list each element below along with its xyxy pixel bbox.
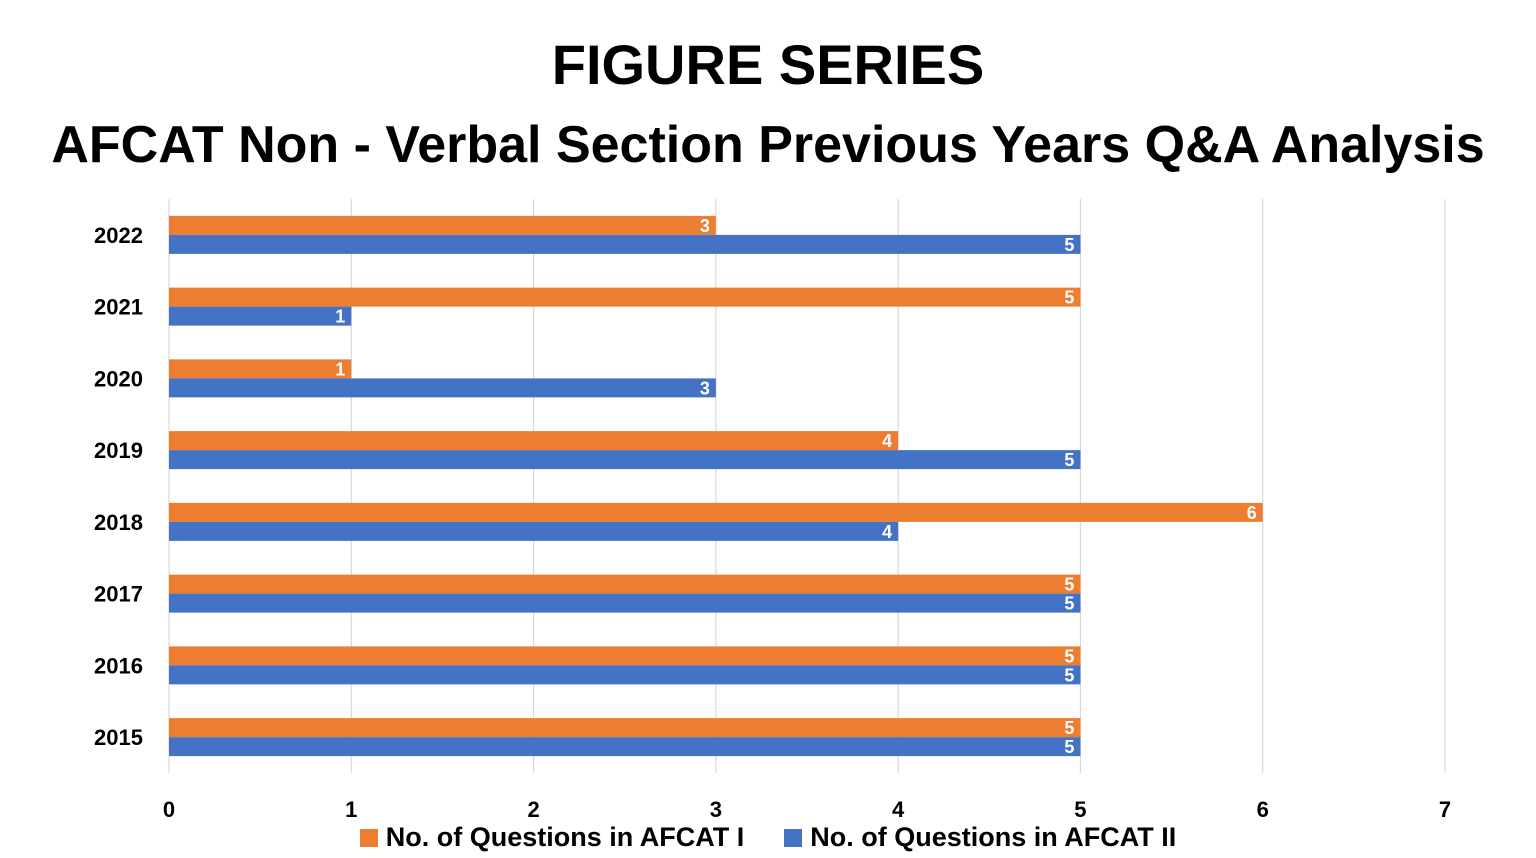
- legend-swatch-afcat-1: [359, 828, 378, 847]
- data-label-2015-series-2: 5: [1064, 737, 1074, 757]
- x-tick-0: 0: [163, 797, 175, 822]
- x-tick-2: 2: [527, 797, 539, 822]
- gridlines: [168, 199, 1446, 773]
- x-tick-4: 4: [892, 797, 905, 822]
- bar-2018-series-1: [169, 502, 1263, 522]
- category-label-2017: 2017: [94, 582, 143, 607]
- bar-2021-series-1: [169, 287, 1081, 307]
- x-tick-7: 7: [1439, 797, 1451, 822]
- legend-swatch-afcat-2: [784, 828, 803, 847]
- bar-2022-series-1: [169, 215, 716, 235]
- category-label-2021: 2021: [94, 295, 143, 320]
- x-tick-6: 6: [1257, 797, 1269, 822]
- tick-labels: 0 1 2 3 4 5 6 7: [163, 797, 1451, 822]
- bar-2017-series-2: [169, 593, 1081, 613]
- category-labels: 2022 2021 2020 2019 2018 2017 2016 2015: [94, 223, 143, 750]
- data-label-2015-series-1: 5: [1064, 718, 1074, 738]
- data-label-2021-series-2: 1: [335, 307, 345, 327]
- data-label-2019-series-2: 5: [1064, 450, 1074, 470]
- category-label-2020: 2020: [94, 366, 143, 391]
- bar-2015-series-1: [169, 718, 1081, 738]
- data-label-2017-series-1: 5: [1064, 575, 1074, 595]
- data-label-2022-series-1: 3: [700, 216, 710, 236]
- data-label-2020-series-2: 3: [700, 378, 710, 398]
- category-label-2018: 2018: [94, 510, 143, 535]
- bar-2016-series-1: [169, 646, 1081, 666]
- data-label-2016-series-1: 5: [1064, 646, 1074, 666]
- bar-2017-series-1: [169, 574, 1081, 594]
- bar-2018-series-2: [169, 521, 899, 541]
- bar-2022-series-2: [169, 234, 1081, 254]
- data-label-2020-series-1: 1: [335, 359, 345, 379]
- category-label-2022: 2022: [94, 223, 143, 248]
- legend-item-afcat-2: No. of Questions in AFCAT II: [784, 822, 1176, 853]
- x-tick-3: 3: [710, 797, 722, 822]
- bar-2020-series-2: [169, 378, 716, 398]
- bar-2021-series-2: [169, 306, 352, 326]
- data-label-2018-series-1: 6: [1247, 503, 1257, 523]
- chart-title: FIGURE SERIES: [551, 33, 985, 96]
- bar-2015-series-2: [169, 737, 1081, 757]
- category-label-2016: 2016: [94, 653, 143, 678]
- bar-2019-series-2: [169, 450, 1081, 470]
- data-label-2016-series-2: 5: [1064, 665, 1074, 685]
- category-label-2015: 2015: [94, 725, 143, 750]
- legend-label-afcat-2: No. of Questions in AFCAT II: [810, 822, 1177, 852]
- bar-2020-series-1: [169, 359, 352, 379]
- legend-label-afcat-1: No. of Questions in AFCAT I: [385, 822, 745, 852]
- data-label-2017-series-2: 5: [1064, 594, 1074, 614]
- x-tick-1: 1: [345, 797, 357, 822]
- data-label-2019-series-1: 4: [882, 431, 892, 451]
- category-label-2019: 2019: [94, 438, 143, 463]
- legend: No. of Questions in AFCAT I No. of Quest…: [0, 822, 1536, 853]
- data-label-2018-series-2: 4: [882, 522, 892, 542]
- x-tick-5: 5: [1074, 797, 1086, 822]
- data-label-2021-series-1: 5: [1064, 288, 1074, 308]
- bar-2016-series-2: [169, 665, 1081, 685]
- chart-subtitle: AFCAT Non - Verbal Section Previous Year…: [51, 116, 1485, 174]
- data-label-2022-series-2: 5: [1064, 235, 1074, 255]
- legend-item-afcat-1: No. of Questions in AFCAT I: [359, 822, 745, 853]
- bar-2019-series-1: [169, 431, 899, 451]
